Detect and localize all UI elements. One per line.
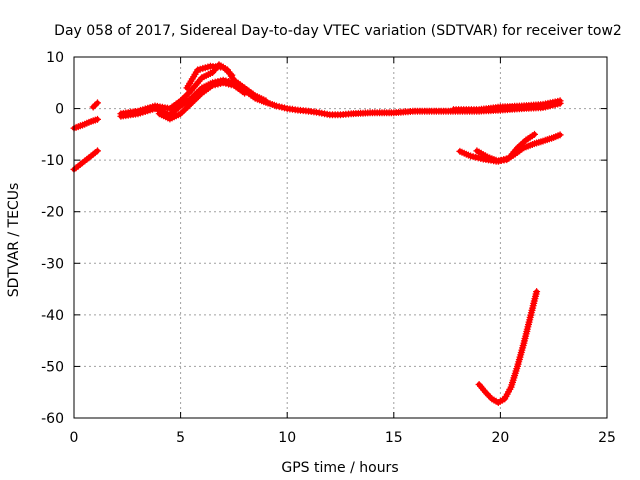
y-tick-label: -50 (41, 359, 64, 375)
y-tick-label: -30 (41, 256, 64, 272)
data-series (70, 61, 564, 406)
plus-markers (183, 62, 236, 92)
x-tick-label: 5 (176, 430, 185, 446)
plus-markers (475, 288, 541, 406)
plot-frame (73, 56, 608, 419)
y-tick-label: -20 (41, 205, 64, 221)
series-arc-4 (155, 79, 249, 123)
grid (74, 57, 607, 418)
plus-markers (155, 79, 249, 123)
plus-markers (450, 97, 564, 114)
series-band (476, 289, 540, 406)
y-tick-label: 0 (55, 102, 64, 118)
x-tick-label: 15 (385, 430, 403, 446)
plus-markers (89, 99, 101, 111)
x-axis-label: GPS time / hours (281, 460, 398, 476)
x-tick-label: 20 (491, 430, 509, 446)
plus-markers (117, 61, 270, 118)
y-tick-label: -40 (41, 308, 64, 324)
series-arc-9 (475, 288, 541, 406)
y-tick-label: 10 (46, 50, 64, 66)
y-tick-label: -10 (41, 153, 64, 169)
series-arc-8 (473, 130, 538, 165)
plus-markers (473, 130, 538, 165)
x-tick-label: 0 (70, 430, 79, 446)
series-arc-1a (70, 115, 101, 132)
series-arc-6 (450, 97, 564, 114)
x-tick-label: 10 (278, 430, 296, 446)
series-arc-3 (117, 61, 270, 118)
y-axis-label: SDTVAR / TECUs (6, 183, 22, 298)
y-tick-label: -60 (41, 411, 64, 427)
series-arc-1b (70, 147, 101, 173)
x-tick-label: 25 (598, 430, 616, 446)
chart-title: Day 058 of 2017, Sidereal Day-to-day VTE… (54, 23, 622, 39)
series-arc-1c (89, 99, 101, 111)
series-arc-5 (183, 62, 236, 92)
